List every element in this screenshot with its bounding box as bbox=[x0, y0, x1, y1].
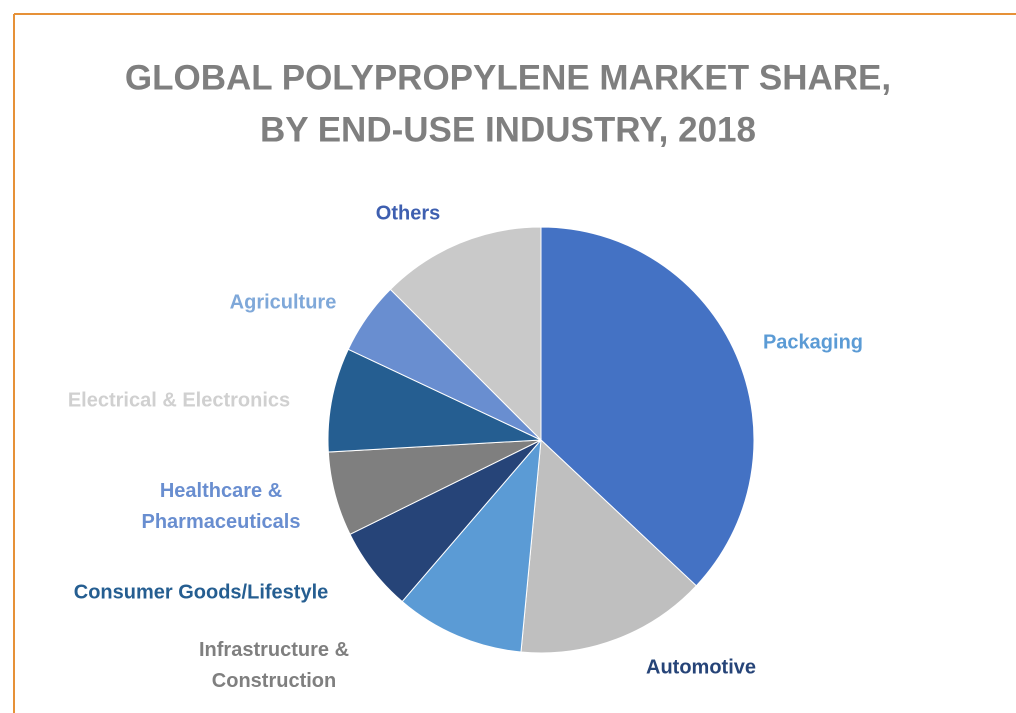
pie-slice bbox=[389, 226, 542, 442]
slice-label: Automotive bbox=[646, 656, 756, 678]
pie-slice bbox=[540, 226, 755, 587]
slice-label: Electrical & Electronics bbox=[68, 389, 290, 411]
slice-label: Others bbox=[376, 202, 440, 224]
label-line: Infrastructure & bbox=[199, 639, 349, 661]
pie-slice bbox=[327, 348, 542, 453]
chart-title: GLOBAL POLYPROPYLENE MARKET SHARE, bbox=[125, 58, 891, 97]
pie-slice bbox=[520, 438, 697, 654]
label-line: Pharmaceuticals bbox=[142, 511, 301, 533]
slice-label: Packaging bbox=[763, 331, 863, 353]
label-line: Construction bbox=[212, 670, 336, 692]
slice-label: Agriculture bbox=[230, 291, 337, 313]
slice-label: Healthcare & Pharmaceuticals bbox=[142, 480, 301, 533]
label-line: Healthcare & bbox=[160, 480, 282, 502]
pie-slice bbox=[401, 438, 542, 653]
slice-label: Infrastructure & Construction bbox=[199, 639, 349, 692]
chart-title: BY END-USE INDUSTRY, 2018 bbox=[260, 110, 756, 149]
slice-label: Consumer Goods/Lifestyle bbox=[74, 581, 329, 603]
